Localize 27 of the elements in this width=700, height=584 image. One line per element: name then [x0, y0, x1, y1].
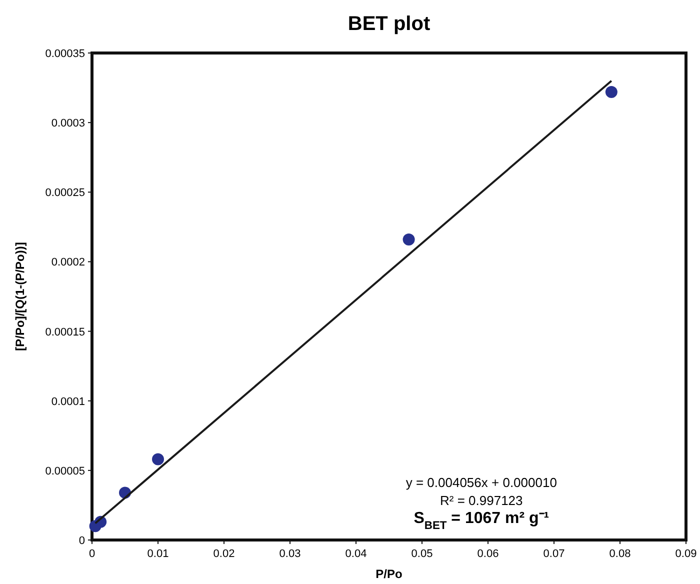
x-axis-title: P/Po	[376, 567, 402, 581]
x-tick-label: 0.07	[543, 548, 565, 560]
annotation: R² = 0.997123	[440, 493, 523, 508]
y-tick-label: 0.00005	[45, 465, 85, 478]
y-tick-label: 0.00015	[45, 326, 85, 338]
point	[605, 86, 618, 98]
annotation: y = 0.004056x + 0.000010	[406, 475, 557, 490]
point	[402, 233, 415, 246]
x-tick-label: 0.05	[411, 548, 433, 560]
x-tick-label: 0.06	[477, 548, 499, 560]
y-tick-label: 0.0002	[51, 256, 85, 269]
x-tick-label: 0.03	[279, 548, 301, 560]
x-tick-label: 0.02	[213, 548, 235, 560]
y-tick-label: 0.00035	[45, 48, 85, 60]
y-tick-label: 0.0001	[51, 396, 85, 408]
y-axis-title: [P/Po]/[Q(1-(P/Po))]	[13, 242, 27, 351]
x-tick-label: 0.08	[609, 548, 631, 560]
x-tick-label: 0.09	[675, 548, 697, 560]
y-tick-label: 0	[78, 535, 85, 547]
point	[152, 453, 164, 466]
x-tick-label: 0.01	[147, 548, 169, 560]
x-tick-label: 0	[88, 548, 96, 560]
y-tick-label: 0.0003	[51, 118, 85, 130]
chart-title: BET plot	[348, 13, 430, 35]
annotation: S$_{BET}$ = 1067 m² g⁻¹	[414, 510, 550, 532]
x-tick-label: 0.04	[345, 548, 367, 560]
y-tick-label: 0.00025	[45, 187, 85, 200]
